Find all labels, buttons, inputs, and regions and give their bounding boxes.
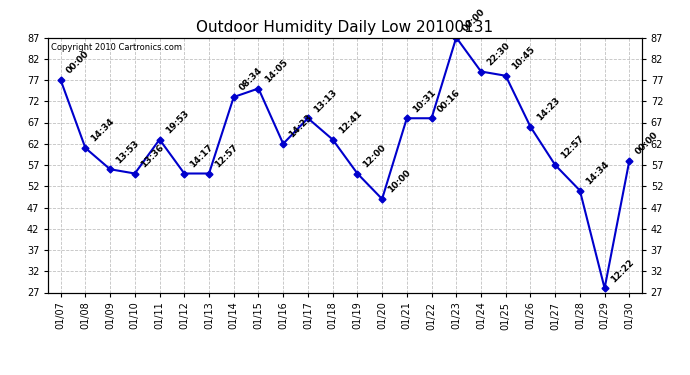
Text: 14:23: 14:23 — [287, 113, 314, 140]
Text: 00:16: 00:16 — [435, 88, 462, 114]
Text: 10:00: 10:00 — [386, 168, 413, 195]
Text: 14:34: 14:34 — [584, 159, 611, 186]
Text: 00:00: 00:00 — [633, 130, 660, 157]
Text: 10:31: 10:31 — [411, 88, 437, 114]
Title: Outdoor Humidity Daily Low 20100131: Outdoor Humidity Daily Low 20100131 — [197, 20, 493, 35]
Text: 12:22: 12:22 — [609, 258, 635, 284]
Text: 12:00: 12:00 — [362, 143, 388, 170]
Text: 14:34: 14:34 — [90, 117, 117, 144]
Text: 10:45: 10:45 — [510, 45, 537, 72]
Text: 22:30: 22:30 — [485, 41, 512, 68]
Text: 12:57: 12:57 — [560, 134, 586, 161]
Text: 14:17: 14:17 — [188, 142, 215, 170]
Text: 12:57: 12:57 — [213, 142, 240, 170]
Text: 12:41: 12:41 — [337, 109, 364, 135]
Text: 00:00: 00:00 — [460, 7, 486, 33]
Text: 13:53: 13:53 — [115, 138, 141, 165]
Text: 14:23: 14:23 — [535, 96, 561, 123]
Text: 14:05: 14:05 — [263, 58, 289, 84]
Text: 08:34: 08:34 — [238, 66, 264, 93]
Text: 19:53: 19:53 — [164, 109, 190, 135]
Text: 00:00: 00:00 — [65, 50, 91, 76]
Text: Copyright 2010 Cartronics.com: Copyright 2010 Cartronics.com — [51, 43, 182, 52]
Text: 13:36: 13:36 — [139, 143, 166, 170]
Text: 13:13: 13:13 — [312, 87, 339, 114]
